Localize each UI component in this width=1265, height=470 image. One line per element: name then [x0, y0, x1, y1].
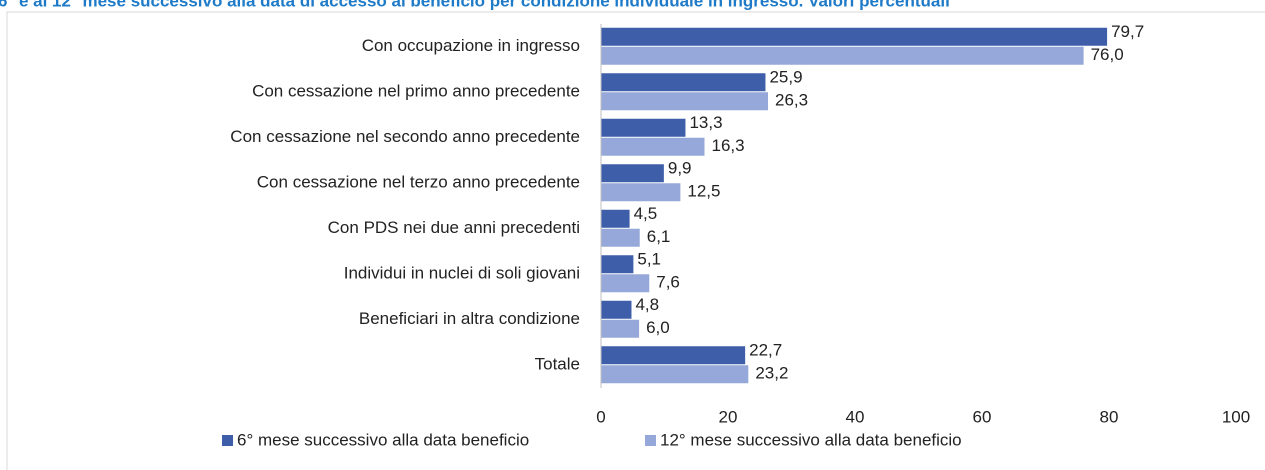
x-tick-label: 80	[1100, 407, 1119, 426]
value-label: 4,8	[635, 295, 659, 314]
bar	[601, 319, 640, 338]
value-label: 9,9	[668, 159, 692, 178]
chart-title: 6° e al 12° mese successivo alla data di…	[0, 0, 950, 10]
chart-border	[6, 11, 1265, 470]
value-label: 5,1	[637, 250, 661, 269]
value-label: 25,9	[769, 68, 802, 87]
bar	[601, 137, 705, 156]
bar	[601, 300, 632, 319]
value-label: 6,1	[647, 227, 671, 246]
y-tick-label: Individui in nuclei di soli giovani	[344, 264, 580, 283]
value-label: 13,3	[689, 113, 722, 132]
value-label: 7,6	[656, 273, 680, 292]
bar	[601, 27, 1108, 46]
bar	[601, 209, 630, 228]
x-tick-label: 20	[719, 407, 738, 426]
legend-label: 6° mese successivo alla data beneficio	[237, 430, 529, 449]
bar	[601, 365, 749, 384]
y-tick-label: Con cessazione nel primo anno precedente	[252, 82, 580, 101]
y-tick-label: Con occupazione in ingresso	[362, 36, 580, 55]
bar	[601, 164, 664, 183]
bar	[601, 255, 634, 274]
bar	[601, 183, 681, 202]
value-label: 6,0	[646, 318, 670, 337]
x-tick-label: 40	[846, 407, 865, 426]
y-tick-label: Con PDS nei due anni precedenti	[328, 218, 580, 237]
y-tick-label: Beneficiari in altra condizione	[359, 309, 580, 328]
x-tick-label: 60	[973, 407, 992, 426]
legend-label: 12° mese successivo alla data beneficio	[660, 430, 962, 449]
value-label: 23,2	[755, 364, 788, 383]
value-label: 22,7	[749, 341, 782, 360]
bar	[601, 73, 766, 92]
bar	[601, 274, 650, 293]
legend-swatch	[222, 435, 233, 446]
legend-swatch	[645, 435, 656, 446]
x-tick-label: 0	[596, 407, 605, 426]
value-label: 4,5	[634, 204, 658, 223]
value-label: 12,5	[687, 182, 720, 201]
bar	[601, 118, 686, 137]
value-label: 16,3	[712, 136, 745, 155]
y-tick-label: Con cessazione nel terzo anno precedente	[257, 173, 580, 192]
bar	[601, 346, 746, 365]
value-label: 76,0	[1091, 45, 1124, 64]
y-tick-label: Totale	[535, 355, 580, 374]
x-tick-label: 100	[1222, 407, 1250, 426]
y-tick-label: Con cessazione nel secondo anno preceden…	[230, 127, 580, 146]
value-label: 26,3	[775, 91, 808, 110]
bar	[601, 228, 640, 247]
bar	[601, 46, 1084, 65]
bar	[601, 92, 769, 111]
value-label: 79,7	[1111, 22, 1144, 41]
